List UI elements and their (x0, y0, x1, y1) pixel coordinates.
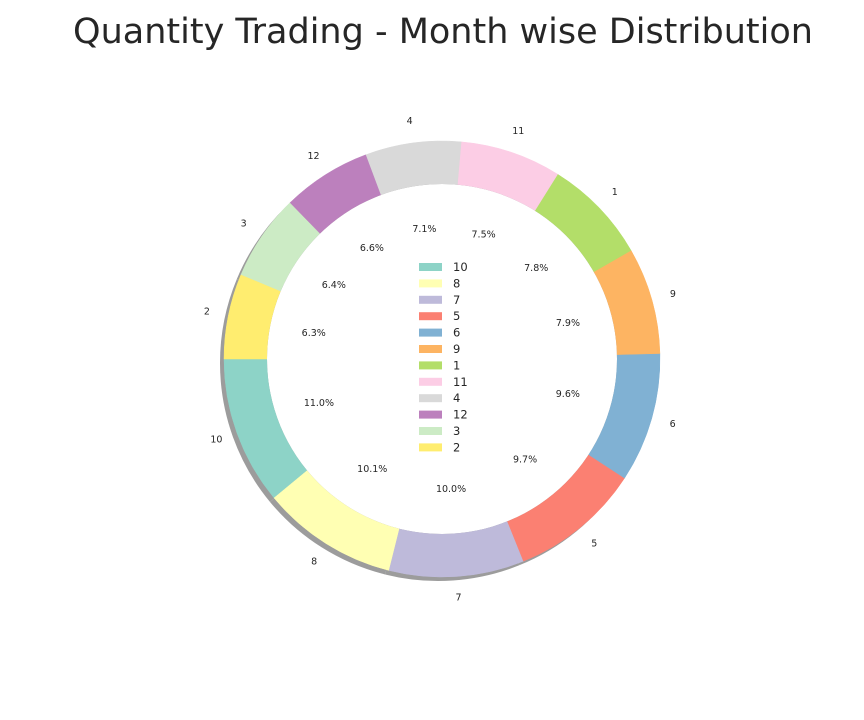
legend-swatch-2 (419, 443, 442, 452)
percent-label-6: 9.6% (556, 389, 580, 400)
legend-label-7: 7 (453, 293, 460, 307)
percent-label-1: 7.8% (524, 263, 548, 274)
legend-swatch-9 (419, 345, 442, 353)
legend-swatch-1 (419, 361, 442, 370)
legend-label-8: 8 (453, 276, 460, 290)
legend-label-6: 6 (453, 326, 460, 340)
category-label-7: 7 (456, 593, 462, 604)
category-label-8: 8 (311, 556, 317, 567)
legend-label-1: 1 (453, 358, 460, 372)
slice-2 (223, 274, 443, 360)
slice-1 (441, 173, 632, 360)
legend-label-5: 5 (453, 309, 460, 323)
percent-label-7: 10.0% (436, 484, 466, 495)
category-label-1: 1 (612, 187, 618, 198)
legend-swatch-11 (419, 377, 442, 386)
percent-labels: 11.0% 10.1% 10.0% 9.7% 9.6% 7.9% 7.8% 7.5% 7.1% 6… (302, 224, 580, 495)
percent-label-3: 6.4% (322, 280, 346, 291)
legend-swatch-6 (419, 328, 442, 337)
category-label-3: 3 (241, 219, 247, 230)
category-label-12: 12 (307, 151, 319, 162)
slice-10 (223, 358, 443, 499)
legend-label-9: 9 (453, 342, 460, 356)
percent-label-8: 10.1% (357, 464, 387, 475)
category-label-6: 6 (670, 419, 676, 430)
slice-6 (441, 353, 661, 479)
legend-swatch-12 (419, 410, 442, 419)
legend-swatch-10 (419, 263, 442, 271)
percent-label-10: 11.0% (304, 398, 334, 409)
percent-label-11: 7.5% (472, 229, 496, 240)
category-label-11: 11 (512, 126, 524, 137)
percent-label-5: 9.7% (513, 455, 537, 466)
legend-swatch-7 (419, 295, 442, 304)
category-label-5: 5 (591, 539, 597, 550)
legend-swatch-8 (419, 279, 442, 288)
percent-label-9: 7.9% (556, 318, 580, 329)
category-label-10: 10 (210, 435, 222, 446)
legend-label-4: 4 (453, 391, 460, 405)
slices (223, 140, 661, 578)
legend-label-3: 3 (453, 424, 460, 438)
legend-swatch-3 (419, 427, 442, 435)
percent-label-4: 7.1% (412, 224, 436, 235)
slice-5 (441, 358, 625, 562)
slice-7 (388, 358, 524, 578)
legend-label-12: 12 (453, 408, 468, 422)
chart-title: Quantity Trading - Month wise Distributi… (73, 12, 813, 52)
legend-label-11: 11 (453, 375, 468, 389)
percent-label-12: 6.6% (360, 243, 384, 254)
legend-label-10: 10 (453, 260, 468, 274)
category-label-9: 9 (670, 289, 676, 300)
legend-swatch-5 (419, 312, 442, 321)
slice-9 (441, 250, 661, 360)
category-label-2: 2 (204, 306, 210, 317)
category-label-4: 4 (407, 116, 413, 127)
slice-11 (441, 141, 558, 360)
percent-label-2: 6.3% (302, 328, 326, 339)
slice-8 (273, 358, 443, 571)
legend-swatch-4 (419, 394, 442, 403)
legend-label-2: 2 (453, 440, 460, 454)
